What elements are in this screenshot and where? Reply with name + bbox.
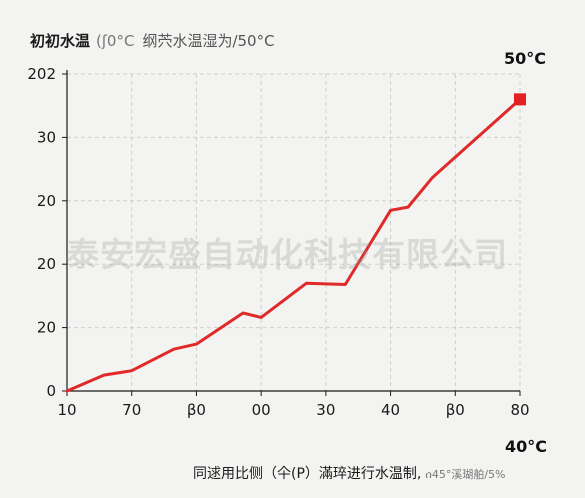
y-tick-label: 202: [27, 65, 56, 83]
x-tick-label: 00: [252, 401, 271, 419]
x-tick-label: 40: [381, 401, 400, 419]
y-tick-label: 0: [46, 382, 56, 400]
chart-footer: 同逑用比侧（仐(P）滿琗进行水温制, ሰ45°溪瑚舶/5%: [193, 463, 505, 483]
footer-small-text: ሰ45°溪瑚舶/5%: [425, 468, 506, 481]
y-tick-label: 20: [37, 255, 56, 273]
x-tick-label: 80: [510, 401, 529, 419]
y-tick-label: 20: [37, 319, 56, 337]
x-axis-end-label: 40°C: [505, 437, 548, 456]
end-point-label: 50°C: [504, 49, 547, 68]
x-tick-label: 70: [122, 401, 141, 419]
y-tick-label: 20: [37, 192, 56, 210]
company-watermark: 泰安宏盛自动化科技有限公司: [66, 235, 508, 274]
x-tick-label: 30: [316, 401, 335, 419]
x-tick-label: β0: [446, 401, 465, 419]
title-target-temp: 纲茓水温湿为/50°C: [142, 32, 275, 50]
chart-title: 初初水温 (ʃ0°C 纲茓水温湿为/50°C: [30, 30, 275, 51]
end-point-marker: [514, 93, 526, 106]
footer-text: 同逑用比侧（仐(P）滿琗进行水温制,: [193, 466, 422, 482]
y-tick-label: 30: [37, 128, 56, 146]
title-main: 初初水温: [30, 32, 91, 50]
x-tick-label: 10: [57, 401, 76, 419]
title-initial-temp: (ʃ0°C: [96, 32, 135, 50]
x-tick-label: β0: [187, 401, 206, 419]
series-line: [65, 97, 522, 393]
